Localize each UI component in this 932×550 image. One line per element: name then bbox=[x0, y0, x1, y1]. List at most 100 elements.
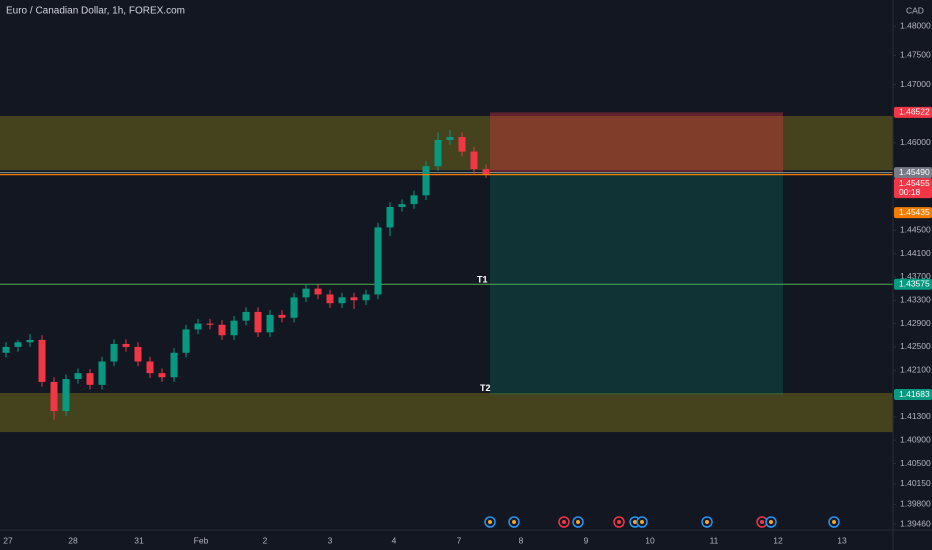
candle-body bbox=[362, 294, 370, 301]
candle-body bbox=[422, 166, 430, 196]
candle-body bbox=[122, 344, 130, 347]
x-tick-label: 2 bbox=[263, 535, 268, 545]
candle-body bbox=[194, 323, 202, 330]
event-icon-dot bbox=[633, 520, 637, 524]
candle-body bbox=[386, 206, 394, 228]
y-tick-label: 1.40500 bbox=[900, 458, 931, 468]
y-tick-label: 1.42100 bbox=[900, 364, 931, 374]
event-icon-dot bbox=[617, 520, 621, 524]
event-icon-dot bbox=[562, 520, 566, 524]
candle-body bbox=[74, 373, 82, 379]
candle-body bbox=[434, 139, 442, 167]
zone bbox=[0, 392, 893, 433]
x-tick-label: 11 bbox=[710, 535, 719, 545]
chart-title: Euro / Canadian Dollar, 1h, FOREX.com bbox=[6, 6, 185, 17]
event-icon-dot bbox=[576, 520, 580, 524]
x-tick-label: 4 bbox=[392, 535, 397, 545]
risk-area bbox=[490, 112, 783, 173]
price-label-box bbox=[894, 178, 932, 199]
zone bbox=[0, 116, 893, 171]
price-label-box bbox=[894, 278, 932, 290]
event-icon-dot bbox=[640, 520, 644, 524]
candle-body bbox=[206, 323, 214, 325]
x-tick-label: 8 bbox=[519, 535, 524, 545]
candle-body bbox=[86, 373, 94, 385]
y-tick-label: 1.47000 bbox=[900, 79, 931, 89]
x-tick-label: 7 bbox=[457, 535, 462, 545]
candle-body bbox=[50, 381, 58, 412]
candle-body bbox=[230, 320, 238, 336]
candle-body bbox=[14, 342, 22, 347]
x-tick-label: 27 bbox=[3, 535, 13, 545]
x-tick-label: 3 bbox=[328, 535, 333, 545]
candle-body bbox=[374, 227, 382, 295]
y-tick-label: 1.42500 bbox=[900, 341, 931, 351]
candle-body bbox=[62, 378, 70, 412]
y-tick-label: 1.40150 bbox=[900, 478, 931, 488]
price-label-box bbox=[894, 106, 932, 118]
candle-body bbox=[254, 311, 262, 333]
price-label-box bbox=[894, 207, 932, 219]
y-tick-label: 1.47500 bbox=[900, 50, 931, 60]
event-icon-dot bbox=[512, 520, 516, 524]
x-tick-label: 13 bbox=[837, 535, 847, 545]
price-label: 1.45435 bbox=[899, 207, 930, 217]
price-label: 1.46522 bbox=[899, 107, 930, 117]
candle-body bbox=[134, 346, 142, 362]
candle-body bbox=[470, 151, 478, 170]
candle-body bbox=[98, 361, 106, 385]
y-tick-label: 1.44100 bbox=[900, 248, 931, 258]
reward-area bbox=[490, 172, 783, 395]
candle-body bbox=[266, 314, 274, 333]
y-tick-label: 1.43700 bbox=[900, 271, 931, 281]
candle-body bbox=[170, 352, 178, 378]
candle-body bbox=[482, 169, 490, 175]
candle-body bbox=[182, 329, 190, 353]
x-tick-label: 28 bbox=[68, 535, 78, 545]
event-icon-dot bbox=[705, 520, 709, 524]
candle-body bbox=[158, 373, 166, 378]
candle-body bbox=[38, 339, 46, 382]
price-label-box bbox=[894, 167, 932, 179]
event-icon-dot bbox=[769, 520, 773, 524]
candle-body bbox=[110, 344, 118, 362]
event-icon-dot bbox=[488, 520, 492, 524]
candle-body bbox=[218, 324, 226, 336]
y-tick-label: 1.41300 bbox=[900, 411, 931, 421]
y-tick-label: 1.48000 bbox=[900, 20, 931, 30]
candle-body bbox=[338, 297, 346, 304]
price-label: 1.45455 bbox=[899, 178, 930, 188]
candle-body bbox=[242, 311, 250, 321]
candle-body bbox=[326, 294, 334, 304]
candle-body bbox=[458, 137, 466, 152]
price-label: 1.41683 bbox=[899, 389, 930, 399]
countdown: 00:18 bbox=[899, 187, 921, 197]
y-tick-label: 1.44500 bbox=[900, 225, 931, 235]
target-label: T2 bbox=[480, 383, 491, 393]
candle-body bbox=[146, 361, 154, 374]
y-tick-label: 1.40900 bbox=[900, 434, 931, 444]
event-icon-dot bbox=[832, 520, 836, 524]
candle-body bbox=[26, 339, 34, 343]
price-label: 1.43575 bbox=[899, 278, 930, 288]
x-tick-label: 10 bbox=[645, 535, 655, 545]
price-label: 1.45490 bbox=[899, 167, 930, 177]
y-tick-label: 1.46000 bbox=[900, 137, 931, 147]
candle-body bbox=[314, 288, 322, 295]
y-tick-label: 1.39800 bbox=[900, 499, 931, 509]
x-tick-label: 9 bbox=[584, 535, 589, 545]
candle-body bbox=[302, 288, 310, 298]
y-tick-label: 1.42900 bbox=[900, 318, 931, 328]
candle-body bbox=[410, 195, 418, 205]
x-tick-label: 12 bbox=[773, 535, 783, 545]
event-icon-dot bbox=[760, 520, 764, 524]
price-label-box bbox=[894, 389, 932, 401]
candle-body bbox=[398, 204, 406, 207]
candle-body bbox=[290, 297, 298, 318]
y-tick-label: 1.43300 bbox=[900, 295, 931, 305]
x-tick-label: Feb bbox=[194, 535, 209, 545]
candle-body bbox=[278, 314, 286, 318]
y-tick-label: 1.39460 bbox=[900, 518, 931, 528]
